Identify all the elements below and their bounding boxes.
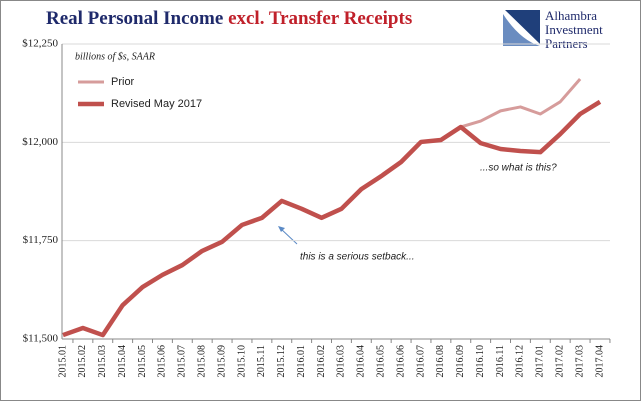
x-tick-label: 2016.05: [376, 345, 387, 378]
y-tick-label: $11,500: [23, 333, 59, 345]
title-main: Real Personal Income: [46, 8, 223, 29]
x-tick-label: 2015.12: [276, 345, 287, 378]
x-tick-label: 2016.11: [495, 345, 506, 377]
annotation: ...so what is this?: [480, 163, 557, 174]
series-line: [460, 78, 582, 129]
x-tick-label: 2017.03: [574, 345, 585, 378]
x-tick-label: 2015.02: [77, 345, 88, 378]
x-tick-label: 2015.06: [157, 345, 168, 378]
legend-label: Revised May 2017: [111, 98, 202, 110]
x-tick-label: 2016.10: [475, 345, 486, 378]
title-emphasis: excl. Transfer Receipts: [228, 8, 412, 29]
x-tick-label: 2016.09: [455, 345, 466, 378]
x-tick-label: 2015.09: [216, 345, 227, 378]
x-tick-label: 2016.01: [296, 345, 307, 378]
legend-label: Prior: [111, 76, 135, 88]
logo-text: Partners: [545, 36, 588, 51]
subtitle: billions of $s, SAAR: [75, 51, 155, 62]
x-tick-label: 2017.01: [535, 345, 546, 378]
logo: Alhambra Investment Partners: [503, 8, 603, 51]
logo-mark: [505, 10, 540, 44]
x-tick-label: 2016.04: [356, 345, 367, 378]
logo-mark: [503, 14, 540, 46]
annotation-arrow: [278, 226, 298, 245]
x-tick-label: 2015.07: [177, 345, 188, 378]
x-tick-label: 2017.04: [594, 345, 605, 378]
x-tick-label: 2016.07: [415, 345, 426, 378]
x-tick-label: 2015.04: [117, 345, 128, 378]
x-tick-label: 2016.02: [316, 345, 327, 378]
logo-text: Alhambra: [545, 8, 597, 23]
chart-title: Real Personal Income excl. Transfer Rece…: [46, 8, 412, 29]
x-tick-label: 2015.01: [57, 345, 68, 378]
x-tick-label: 2016.03: [336, 345, 347, 378]
y-tick-label: $12,000: [22, 136, 58, 148]
y-tick-label: $11,750: [23, 234, 59, 246]
x-tick-label: 2015.08: [197, 345, 208, 378]
annotation: this is a serious setback...: [300, 252, 415, 263]
x-tick-label: 2017.02: [555, 345, 566, 378]
x-tick-label: 2016.12: [515, 345, 526, 378]
x-tick-label: 2015.03: [97, 345, 108, 378]
arrow-head: [278, 226, 285, 232]
x-tick-label: 2016.06: [395, 345, 406, 378]
x-tick-label: 2015.10: [236, 345, 247, 378]
arrow-line: [279, 227, 298, 245]
x-tick-label: 2015.05: [137, 345, 148, 378]
x-tick-label: 2016.08: [435, 345, 446, 378]
logo-text: Investment: [545, 22, 603, 37]
series-line: [62, 99, 602, 338]
y-tick-label: $12,250: [22, 38, 58, 50]
x-tick-label: 2015.11: [256, 345, 267, 377]
